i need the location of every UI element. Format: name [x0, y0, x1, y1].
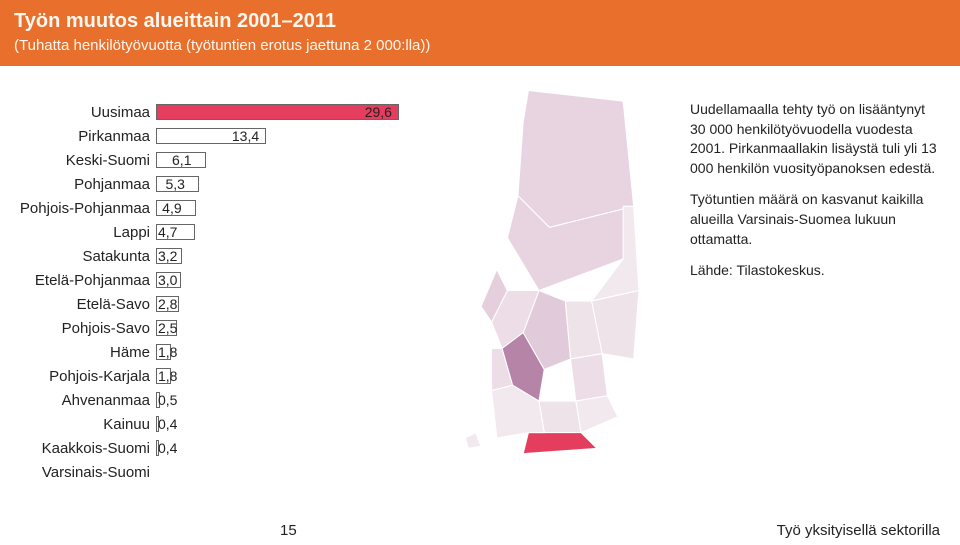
- bar-label: Lappi: [10, 224, 156, 241]
- bar-label: Pohjanmaa: [10, 176, 156, 193]
- bar-row: Pirkanmaa 13,4: [10, 124, 430, 148]
- bar-row: Kainuu0,4: [10, 412, 430, 436]
- side-text: Uudellamaalla tehty työ on lisääntynyt 3…: [690, 70, 960, 515]
- bar-value: 0,5: [158, 392, 177, 408]
- bar-track: 4,9: [156, 198, 416, 218]
- bar-value: 4,9: [162, 200, 181, 216]
- bar-value: 1,8: [158, 344, 177, 360]
- bar-row: Etelä-Savo2,8: [10, 292, 430, 316]
- bar-track: 0,5: [156, 390, 416, 410]
- bar-row: Etelä-Pohjanmaa3,0: [10, 268, 430, 292]
- bar-label: Pirkanmaa: [10, 128, 156, 145]
- map-region-ahvenanmaa: [465, 433, 481, 449]
- bar-label: Keski-Suomi: [10, 152, 156, 169]
- bar-value: 29,6: [365, 104, 392, 120]
- bar-track: 13,4: [156, 126, 416, 146]
- bar-row: Keski-Suomi 6,1: [10, 148, 430, 172]
- bar-track: 4,7: [156, 222, 416, 242]
- bar-track: 6,1: [156, 150, 416, 170]
- bar-row: Uusimaa 29,6: [10, 100, 430, 124]
- bar-track: 3,0: [156, 270, 416, 290]
- bar-row: Pohjois-Pohjanmaa 4,9: [10, 196, 430, 220]
- bar-label: Satakunta: [10, 248, 156, 265]
- finland-map: [460, 80, 660, 480]
- page-subtitle: (Tuhatta henkilötyövuotta (työtuntien er…: [14, 37, 946, 54]
- bar-track: [156, 462, 416, 482]
- map-region-lappi: [518, 91, 634, 228]
- map-region-uusimaa: [523, 433, 597, 454]
- bar-label: Etelä-Savo: [10, 296, 156, 313]
- bar-track: 1,8: [156, 366, 416, 386]
- bar-row: Satakunta3,2: [10, 244, 430, 268]
- bar-value: 5,3: [165, 176, 184, 192]
- bar-row: Pohjois-Savo2,5: [10, 316, 430, 340]
- map-region-h-me: [539, 401, 581, 433]
- bar: [156, 104, 399, 120]
- bar-row: Kaakkois-Suomi0,4: [10, 436, 430, 460]
- bar-track: 1,8: [156, 342, 416, 362]
- bar-value: 2,5: [158, 320, 177, 336]
- footer-right: Työ yksityisellä sektorilla: [777, 522, 940, 539]
- bar-chart: Uusimaa 29,6 Pirkanmaa 13,4 Keski-Suomi 6,1 Po…: [0, 70, 430, 515]
- bar-label: Pohjois-Savo: [10, 320, 156, 337]
- page-title: Työn muutos alueittain 2001–2011: [14, 10, 946, 33]
- content-area: Uusimaa 29,6 Pirkanmaa 13,4 Keski-Suomi 6,1 Po…: [0, 70, 960, 515]
- bar-value: 13,4: [232, 128, 259, 144]
- source-line: Lähde: Tilastokeskus.: [690, 261, 940, 281]
- bar-track: 2,5: [156, 318, 416, 338]
- bar-value: 2,8: [158, 296, 177, 312]
- bar-row: Häme1,8: [10, 340, 430, 364]
- bar-value: 4,7: [158, 224, 177, 240]
- bar-track: 29,6: [156, 102, 416, 122]
- bar-value: 3,0: [158, 272, 177, 288]
- footer: 15 Työ yksityisellä sektorilla: [0, 522, 960, 539]
- bar-label: Kainuu: [10, 416, 156, 433]
- bar-label: Kaakkois-Suomi: [10, 440, 156, 457]
- bar-label: Pohjois-Karjala: [10, 368, 156, 385]
- bar-track: 3,2: [156, 246, 416, 266]
- page-number: 15: [280, 522, 297, 539]
- bar-track: 0,4: [156, 414, 416, 434]
- bar-row: Lappi4,7: [10, 220, 430, 244]
- bar-row: Varsinais-Suomi: [10, 460, 430, 484]
- bar-row: Pohjois-Karjala1,8: [10, 364, 430, 388]
- bar-label: Pohjois-Pohjanmaa: [10, 200, 156, 217]
- bar-label: Varsinais-Suomi: [10, 464, 156, 481]
- side-paragraph-1: Uudellamaalla tehty työ on lisääntynyt 3…: [690, 100, 940, 178]
- bar-label: Häme: [10, 344, 156, 361]
- bar-value: 3,2: [158, 248, 177, 264]
- bar-label: Ahvenanmaa: [10, 392, 156, 409]
- bar-value: 1,8: [158, 368, 177, 384]
- bar-label: Etelä-Pohjanmaa: [10, 272, 156, 289]
- bar-track: 0,4: [156, 438, 416, 458]
- bar-value: 6,1: [172, 152, 191, 168]
- header-band: Työn muutos alueittain 2001–2011 (Tuhatt…: [0, 0, 960, 66]
- bar-row: Pohjanmaa 5,3: [10, 172, 430, 196]
- bar-label: Uusimaa: [10, 104, 156, 121]
- map-region-etel-savo: [571, 354, 608, 401]
- bar-value: 0,4: [158, 440, 177, 456]
- bar-track: 2,8: [156, 294, 416, 314]
- bar-value: 0,4: [158, 416, 177, 432]
- bar-track: 5,3: [156, 174, 416, 194]
- map-region-kaakkois-suomi: [576, 396, 618, 433]
- side-paragraph-2: Työtuntien määrä on kasvanut kaikilla al…: [690, 190, 940, 249]
- map-column: [430, 70, 690, 515]
- bar-row: Ahvenanmaa0,5: [10, 388, 430, 412]
